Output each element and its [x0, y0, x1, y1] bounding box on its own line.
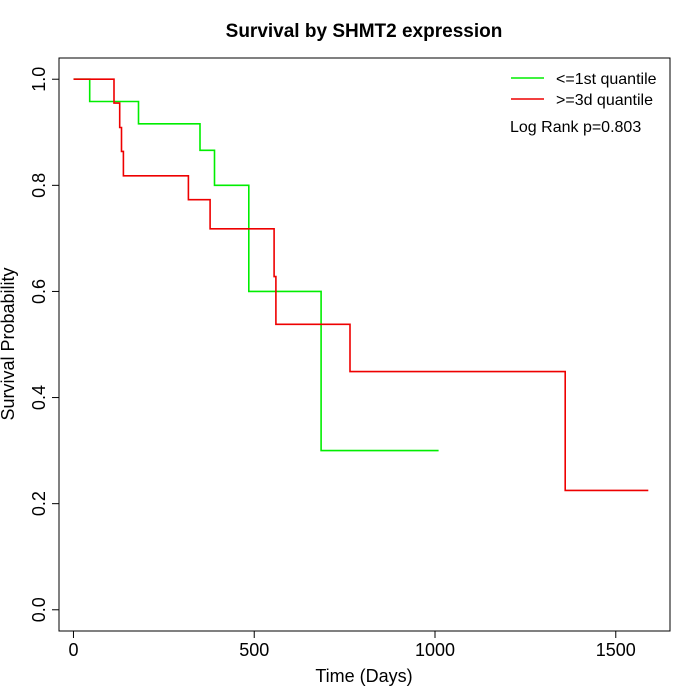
y-axis: 0.0 0.2 0.4 0.6 0.8 1.0 — [29, 67, 60, 622]
y-tick-label: 0.4 — [29, 385, 49, 410]
series-line-2 — [73, 78, 649, 492]
x-axis: 0 500 1000 1500 — [68, 630, 636, 660]
x-tick-label: 0 — [68, 640, 78, 660]
chart-title: Survival by SHMT2 expression — [226, 21, 503, 42]
x-tick-label: 500 — [239, 640, 269, 660]
legend: <=1st quantile >=3d quantile — [511, 71, 657, 109]
y-axis-label: Survival Probability — [0, 267, 18, 420]
legend-label-2: >=3d quantile — [556, 92, 653, 109]
y-tick-label: 1.0 — [29, 67, 49, 92]
x-axis-label: Time (Days) — [315, 666, 412, 686]
y-tick-label: 0.0 — [29, 597, 49, 622]
log-rank-annotation: Log Rank p=0.803 — [510, 119, 641, 136]
series-lines — [73, 78, 649, 492]
y-tick-label: 0.2 — [29, 491, 49, 516]
x-tick-label: 1500 — [596, 640, 636, 660]
series-line-1 — [73, 78, 439, 452]
y-tick-label: 0.6 — [29, 279, 49, 304]
x-tick-label: 1000 — [415, 640, 455, 660]
plot-frame — [58, 57, 671, 632]
y-tick-label: 0.8 — [29, 173, 49, 198]
legend-label-1: <=1st quantile — [556, 71, 657, 88]
